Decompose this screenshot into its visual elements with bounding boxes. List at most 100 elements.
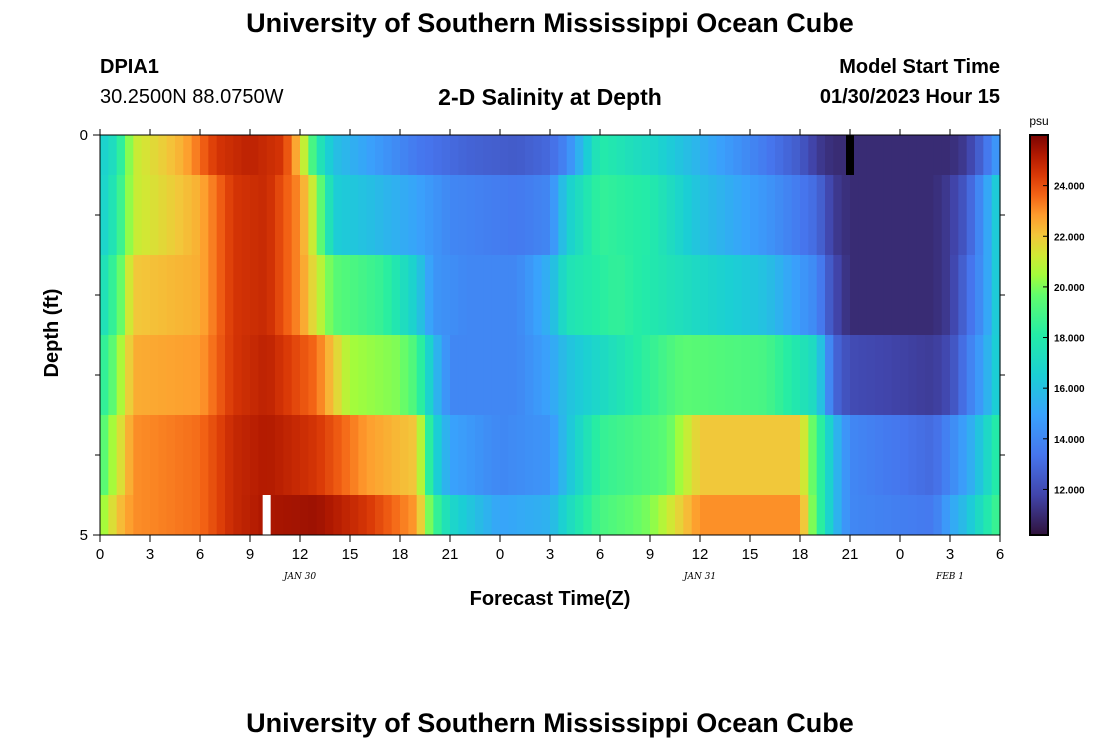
heatmap-cell <box>258 175 268 256</box>
heatmap-cell <box>925 335 934 416</box>
heatmap-cell <box>441 415 451 496</box>
heatmap-cell <box>525 335 534 416</box>
heatmap-markers <box>262 135 854 535</box>
heatmap-cell <box>358 335 368 416</box>
heatmap-cell <box>575 335 584 416</box>
heatmap-cell <box>891 175 901 256</box>
heatmap-cell <box>650 135 659 176</box>
heatmap-cell <box>583 335 593 416</box>
plot-title: 2-D Salinity at Depth <box>438 84 662 110</box>
heatmap-cell <box>808 175 818 256</box>
heatmap-cell <box>125 415 134 496</box>
heatmap-cell <box>991 255 1001 336</box>
heatmap-cell <box>533 415 543 496</box>
model-start-time: 01/30/2023 Hour 15 <box>819 86 1000 108</box>
heatmap-cell <box>400 135 409 176</box>
heatmap-cell <box>358 495 368 536</box>
heatmap-cell <box>550 335 559 416</box>
heatmap-cell <box>958 495 968 536</box>
x-tick-label: 0 <box>96 546 104 563</box>
heatmap-cell <box>441 135 451 176</box>
heatmap-cell <box>841 415 851 496</box>
heatmap-cell <box>666 135 676 176</box>
x-tick-label: 3 <box>146 546 154 563</box>
heatmap-cell <box>783 175 793 256</box>
heatmap-cell <box>925 255 934 336</box>
heatmap-cell <box>258 415 268 496</box>
heatmap-cell <box>875 255 884 336</box>
x-tick-label: 15 <box>742 546 759 563</box>
heatmap-cell <box>616 415 626 496</box>
heatmap-cell <box>700 495 709 536</box>
heatmap-cell <box>400 415 409 496</box>
heatmap-cell <box>916 495 926 536</box>
heatmap-cell <box>683 415 693 496</box>
heatmap-cell <box>125 335 134 416</box>
heatmap-cell <box>316 415 326 496</box>
heatmap-cell <box>500 135 509 176</box>
heatmap-cell <box>683 175 693 256</box>
heatmap-cell <box>850 495 859 536</box>
heatmap-cell <box>741 335 751 416</box>
x-tick-label: 3 <box>946 546 954 563</box>
heatmap-cell <box>541 335 551 416</box>
heatmap-cell <box>175 255 184 336</box>
heatmap-cell <box>733 135 743 176</box>
heatmap-cell <box>816 495 826 536</box>
heatmap-cell <box>341 175 351 256</box>
heatmap-cell <box>925 495 934 536</box>
heatmap-cell <box>691 135 701 176</box>
heatmap-cell <box>316 255 326 336</box>
heatmap-cell <box>858 495 868 536</box>
heatmap-cell <box>791 135 801 176</box>
heatmap-cell <box>675 415 684 496</box>
heatmap-cell <box>916 415 926 496</box>
heatmap-cell <box>866 175 876 256</box>
heatmap-cell <box>525 495 534 536</box>
heatmap-cell <box>841 255 851 336</box>
heatmap-cell <box>883 335 893 416</box>
heatmap-cell <box>216 415 226 496</box>
station-id: DPIA1 <box>100 56 159 78</box>
heatmap-cell <box>566 135 576 176</box>
heatmap-cell <box>916 255 926 336</box>
heatmap-cell <box>225 335 234 416</box>
heatmap-cell <box>941 335 951 416</box>
heatmap-cell <box>475 175 484 256</box>
x-axis-label: Forecast Time(Z) <box>470 588 631 610</box>
heatmap-cell <box>891 335 901 416</box>
heatmap-cell <box>966 415 976 496</box>
heatmap-cell <box>641 415 651 496</box>
heatmap-cell <box>825 495 834 536</box>
heatmap-cell <box>266 255 276 336</box>
heatmap-cell <box>291 135 301 176</box>
heatmap-cell <box>900 135 909 176</box>
heatmap-cell <box>491 495 501 536</box>
heatmap-cell <box>908 495 918 536</box>
heatmap-cell <box>166 495 176 536</box>
heatmap-cell <box>916 135 926 176</box>
heatmap-cell <box>925 415 934 496</box>
heatmap-cell <box>808 415 818 496</box>
heatmap-cell <box>741 175 751 256</box>
heatmap-cell <box>216 255 226 336</box>
heatmap-cell <box>433 495 443 536</box>
heatmap-cell <box>708 495 718 536</box>
heatmap-cell <box>758 335 768 416</box>
heatmap-cell <box>450 415 459 496</box>
heatmap-cell <box>733 335 743 416</box>
heatmap-cell <box>683 495 693 536</box>
heatmap-cell <box>675 255 684 336</box>
heatmap-cell <box>766 175 776 256</box>
heatmap-cell <box>466 135 476 176</box>
heatmap-cell <box>675 175 684 256</box>
heatmap-cell <box>866 415 876 496</box>
heatmap-cell <box>483 415 493 496</box>
heatmap-cell <box>925 135 934 176</box>
heatmap-cell <box>108 335 118 416</box>
heatmap-cell <box>858 135 868 176</box>
heatmap-cell <box>100 175 109 256</box>
heatmap-cell <box>216 335 226 416</box>
heatmap-cell <box>425 255 434 336</box>
heatmap-cell <box>491 135 501 176</box>
